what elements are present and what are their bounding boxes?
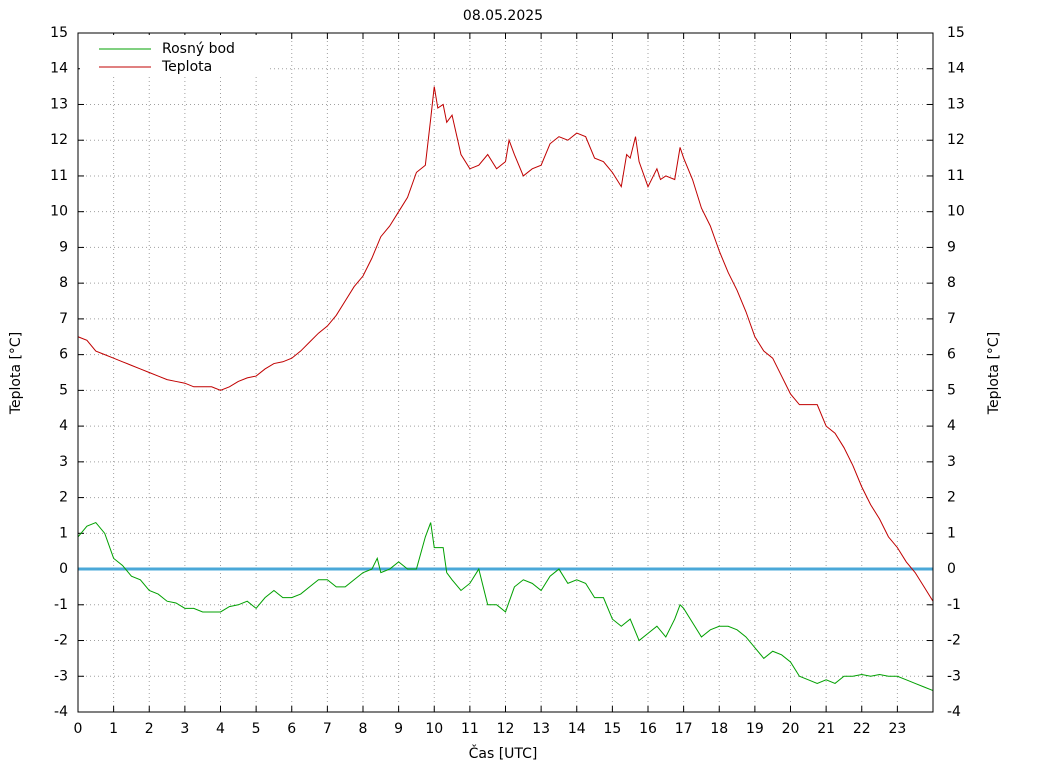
- y-tick-label: 0: [59, 561, 68, 577]
- y2-tick-label: 13: [947, 96, 965, 112]
- y-tick-label: 9: [59, 239, 68, 255]
- y2-tick-label: 9: [947, 239, 956, 255]
- x-tick-label: 14: [568, 721, 586, 737]
- y2-tick-label: -1: [947, 597, 961, 613]
- y2-tick-label: 15: [947, 25, 965, 41]
- x-tick-label: 21: [817, 721, 835, 737]
- y2-tick-label: 8: [947, 275, 956, 291]
- y-tick-label: 14: [50, 61, 68, 77]
- y-tick-label: 5: [59, 382, 68, 398]
- x-tick-label: 15: [603, 721, 621, 737]
- y-tick-label: 10: [50, 204, 68, 220]
- x-tick-label: 1: [109, 721, 118, 737]
- legend-label: Teplota: [161, 59, 212, 75]
- y-tick-label: 1: [59, 525, 68, 541]
- x-tick-label: 8: [359, 721, 368, 737]
- x-tick-label: 11: [461, 721, 479, 737]
- x-tick-label: 12: [497, 721, 515, 737]
- x-axis-label: Čas [UTC]: [469, 744, 538, 762]
- y2-tick-label: 3: [947, 454, 956, 470]
- y2-tick-label: 0: [947, 561, 956, 577]
- y2-tick-label: 10: [947, 204, 965, 220]
- x-tick-label: 9: [394, 721, 403, 737]
- x-tick-label: 4: [216, 721, 225, 737]
- y2-tick-label: 1: [947, 525, 956, 541]
- x-tick-label: 18: [710, 721, 728, 737]
- y2-tick-label: -4: [947, 704, 961, 720]
- y2-tick-label: -3: [947, 668, 961, 684]
- x-tick-label: 2: [145, 721, 154, 737]
- x-tick-label: 7: [323, 721, 332, 737]
- y2-tick-label: 4: [947, 418, 956, 434]
- x-tick-label: 22: [853, 721, 871, 737]
- x-tick-label: 20: [782, 721, 800, 737]
- y2-tick-label: 5: [947, 382, 956, 398]
- y-tick-label: 2: [59, 490, 68, 506]
- y2-tick-label: 14: [947, 61, 965, 77]
- x-tick-label: 6: [287, 721, 296, 737]
- y-tick-label: -4: [54, 704, 68, 720]
- legend-label: Rosný bod: [162, 41, 235, 57]
- y-tick-label: 11: [50, 168, 68, 184]
- x-tick-label: 10: [425, 721, 443, 737]
- y-tick-label: 3: [59, 454, 68, 470]
- data-line: [77, 521, 934, 692]
- y-tick-label: -1: [54, 597, 68, 613]
- y-axis-label: Teplota [°C]: [8, 332, 24, 415]
- x-tick-label: 5: [252, 721, 261, 737]
- x-tick-label: 23: [888, 721, 906, 737]
- x-tick-label: 19: [746, 721, 764, 737]
- y2-tick-label: -2: [947, 633, 961, 649]
- y2-axis-label: Teplota [°C]: [986, 332, 1002, 415]
- x-tick-label: 0: [74, 721, 83, 737]
- y-tick-label: 12: [50, 132, 68, 148]
- y-tick-label: -2: [54, 633, 68, 649]
- chart-title: 08.05.2025: [463, 8, 543, 24]
- x-tick-label: 3: [180, 721, 189, 737]
- x-tick-label: 16: [639, 721, 657, 737]
- y-tick-label: 15: [50, 25, 68, 41]
- plot-frame: [77, 32, 934, 713]
- y-tick-label: 6: [59, 347, 68, 363]
- y2-tick-label: 11: [947, 168, 965, 184]
- y-tick-label: 13: [50, 96, 68, 112]
- x-tick-label: 13: [532, 721, 550, 737]
- y2-tick-label: 12: [947, 132, 965, 148]
- y-tick-label: 8: [59, 275, 68, 291]
- y2-tick-label: 7: [947, 311, 956, 327]
- y2-tick-label: 6: [947, 347, 956, 363]
- y-tick-label: -3: [54, 668, 68, 684]
- legend-box: [80, 35, 270, 77]
- x-tick-label: 17: [675, 721, 693, 737]
- y-tick-label: 7: [59, 311, 68, 327]
- y2-tick-label: 2: [947, 490, 956, 506]
- data-line: [77, 86, 934, 602]
- y-tick-label: 4: [59, 418, 68, 434]
